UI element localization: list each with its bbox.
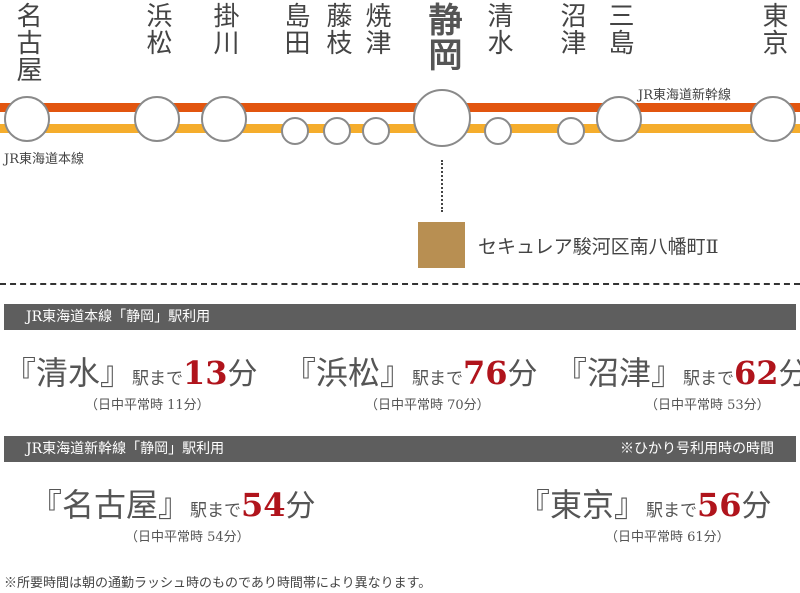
shinkansen-label: JR東海道新幹線 <box>636 84 733 103</box>
section2-header: JR東海道新幹線「静岡」駅利用 ※ひかり号利用時の時間 <box>4 436 796 462</box>
station-marker <box>750 96 796 142</box>
station-marker <box>362 117 390 145</box>
station-name: 掛川 <box>209 2 239 56</box>
station-marker <box>323 117 351 145</box>
travel-time: 『東京』駅まで56分 <box>518 480 772 526</box>
station-name: 焼津 <box>361 2 391 56</box>
station-marker <box>281 117 309 145</box>
station-marker <box>557 117 585 145</box>
travel-station: 『名古屋』 <box>30 486 191 524</box>
station-name: 名古屋 <box>12 2 42 83</box>
travel-station: 『清水』 <box>4 354 133 392</box>
property-marker <box>418 222 465 268</box>
travel-minutes: 56 <box>697 486 742 524</box>
travel-station: 『浜松』 <box>284 354 413 392</box>
travel-time: 『清水』駅まで13分 <box>4 348 258 394</box>
travel-sub: （日中平常時 61分） <box>605 530 730 545</box>
travel-unit: 分 <box>778 357 800 392</box>
travel-sub: （日中平常時 53分） <box>645 398 770 413</box>
station-marker <box>413 89 471 147</box>
separator <box>0 283 800 285</box>
section2-note: ※ひかり号利用時の時間 <box>620 441 774 457</box>
travel-suffix: 駅まで <box>132 369 184 389</box>
station-name: 島田 <box>280 2 310 56</box>
station-name: 清水 <box>483 2 513 56</box>
travel-time: 『浜松』駅まで76分 <box>284 348 538 394</box>
travel-suffix: 駅まで <box>190 501 242 521</box>
station-marker <box>201 96 247 142</box>
travel-station: 『東京』 <box>518 486 647 524</box>
tokaido-label: JR東海道本線 <box>4 152 84 167</box>
station-marker <box>4 96 50 142</box>
travel-sub: （日中平常時 11分） <box>85 398 210 413</box>
station-marker <box>484 117 512 145</box>
travel-unit: 分 <box>507 357 538 392</box>
travel-unit: 分 <box>285 489 316 524</box>
travel-time: 『名古屋』駅まで54分 <box>30 480 316 526</box>
travel-suffix: 駅まで <box>646 501 698 521</box>
travel-time: 『沼津』駅まで62分 <box>555 348 800 394</box>
property-name: セキュレア駿河区南八幡町Ⅱ <box>478 236 719 258</box>
travel-unit: 分 <box>227 357 258 392</box>
footnote: ※所要時間は朝の通勤ラッシュ時のものであり時間帯により異なります。 <box>4 576 432 591</box>
section1-title: JR東海道本線「静岡」駅利用 <box>26 309 211 325</box>
travel-minutes: 54 <box>241 486 286 524</box>
travel-suffix: 駅まで <box>412 369 464 389</box>
dotted-connector <box>441 160 443 212</box>
travel-minutes: 13 <box>183 354 228 392</box>
station-name: 沼津 <box>556 2 586 56</box>
station-name: 三島 <box>604 2 634 56</box>
travel-unit: 分 <box>741 489 772 524</box>
section1-header: JR東海道本線「静岡」駅利用 <box>4 304 796 330</box>
travel-minutes: 76 <box>463 354 508 392</box>
station-name: 静岡 <box>422 2 462 72</box>
travel-sub: （日中平常時 54分） <box>125 530 250 545</box>
station-name: 浜松 <box>142 2 172 56</box>
travel-suffix: 駅まで <box>683 369 735 389</box>
section2-title: JR東海道新幹線「静岡」駅利用 <box>26 441 225 457</box>
station-name: 藤枝 <box>322 2 352 56</box>
station-marker <box>134 96 180 142</box>
station-marker <box>596 96 642 142</box>
shinkansen-line <box>0 103 800 112</box>
travel-minutes: 62 <box>734 354 779 392</box>
travel-station: 『沼津』 <box>555 354 684 392</box>
station-name: 東京 <box>758 2 788 56</box>
tokaido-line <box>0 124 800 133</box>
travel-sub: （日中平常時 70分） <box>365 398 490 413</box>
